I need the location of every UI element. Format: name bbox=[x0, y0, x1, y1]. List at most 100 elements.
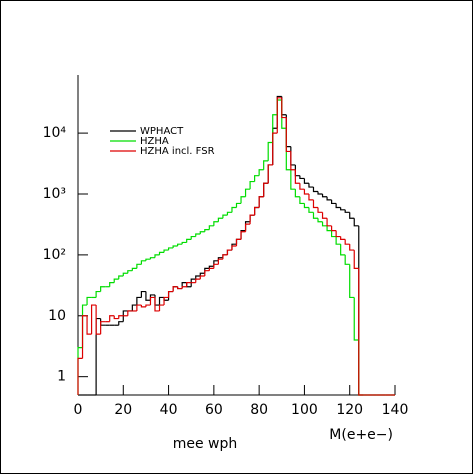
histogram-bin bbox=[344, 254, 350, 265]
histogram-bin bbox=[172, 245, 178, 248]
histogram-bin bbox=[258, 169, 264, 176]
y-tick-label: 1 bbox=[57, 369, 66, 385]
histogram-bin bbox=[308, 183, 314, 188]
histogram-bin bbox=[326, 196, 332, 201]
histogram-bin bbox=[294, 169, 300, 184]
histogram-bin bbox=[254, 175, 260, 182]
histogram-bin bbox=[136, 263, 142, 269]
histogram-bin bbox=[113, 278, 119, 283]
histogram-bin bbox=[140, 290, 146, 298]
histogram-bin bbox=[213, 221, 219, 226]
histogram-bin bbox=[213, 263, 219, 269]
legend-label: WPHACT bbox=[140, 126, 184, 137]
histogram-bin bbox=[131, 304, 137, 311]
histogram-bin bbox=[349, 264, 355, 299]
x-tick-label: 40 bbox=[160, 402, 178, 418]
histogram-bin bbox=[276, 97, 282, 134]
histogram-bin bbox=[317, 191, 323, 195]
legend-label: HZHA incl. FSR bbox=[140, 146, 215, 157]
histogram-bin bbox=[154, 297, 160, 312]
histogram-bin bbox=[122, 272, 128, 277]
histogram-bin bbox=[317, 207, 323, 213]
histogram-bin bbox=[308, 193, 314, 201]
histogram-bin bbox=[195, 278, 201, 283]
histogram-bin bbox=[145, 258, 151, 261]
chart-title: mee wph bbox=[173, 436, 238, 452]
histogram-bin bbox=[290, 151, 296, 171]
histogram-bin bbox=[208, 225, 214, 230]
y-tick-label: 10³ bbox=[43, 186, 66, 202]
histogram-bin bbox=[204, 229, 210, 232]
histogram-bin bbox=[244, 223, 251, 232]
histogram-bin bbox=[190, 278, 196, 287]
histogram-bin bbox=[335, 236, 341, 245]
histogram-bin bbox=[195, 275, 201, 280]
histogram-bin bbox=[100, 321, 106, 335]
histogram-bin bbox=[163, 249, 169, 253]
histogram-bin bbox=[127, 270, 133, 274]
histogram-bin bbox=[263, 160, 269, 170]
histogram-bin bbox=[312, 212, 319, 219]
histogram-bin bbox=[158, 304, 165, 311]
histogram-bin bbox=[222, 254, 228, 260]
x-tick-label: 60 bbox=[205, 402, 223, 418]
histogram-bin bbox=[199, 275, 205, 280]
histogram-bin bbox=[186, 238, 192, 243]
x-tick-label: 20 bbox=[114, 402, 132, 418]
histogram-bin bbox=[331, 199, 337, 205]
histogram-bin bbox=[353, 250, 359, 269]
histogram-bin bbox=[285, 117, 291, 153]
histogram-bin bbox=[167, 290, 174, 298]
histogram-bin bbox=[308, 207, 314, 213]
histogram-bin bbox=[299, 183, 305, 190]
histogram-bin bbox=[331, 225, 337, 232]
histogram-bin bbox=[335, 230, 341, 238]
x-tick-label: 80 bbox=[250, 402, 268, 418]
histogram-bin bbox=[172, 286, 178, 292]
histogram-bin bbox=[95, 290, 101, 298]
histogram-bin bbox=[131, 267, 137, 271]
histogram-bin bbox=[303, 203, 309, 209]
histogram-bin bbox=[353, 297, 359, 341]
x-tick-label: 120 bbox=[336, 402, 363, 418]
histogram-bin bbox=[136, 296, 142, 306]
histogram-bin bbox=[163, 296, 169, 306]
histogram-bin bbox=[140, 260, 146, 265]
histogram-bin bbox=[177, 243, 183, 246]
histogram-bin bbox=[358, 268, 364, 396]
histogram-bin bbox=[181, 241, 187, 245]
histogram-bin bbox=[321, 212, 328, 219]
histogram-bin bbox=[86, 296, 92, 306]
histogram-bin bbox=[299, 196, 305, 205]
histogram-bin bbox=[199, 272, 205, 277]
histogram-bin bbox=[344, 239, 350, 245]
histogram-bin bbox=[118, 275, 124, 280]
histogram-bin bbox=[231, 206, 237, 213]
histogram-bin bbox=[249, 214, 255, 225]
x-tick-label: 0 bbox=[74, 402, 83, 418]
histogram-bin bbox=[312, 187, 319, 193]
histogram-bin bbox=[312, 199, 319, 209]
histogram-bin bbox=[240, 196, 246, 204]
histogram-bin bbox=[321, 193, 328, 198]
histogram-bin bbox=[195, 233, 201, 237]
histogram-bin bbox=[326, 225, 332, 232]
histogram-bin bbox=[290, 169, 296, 190]
histogram-bin bbox=[349, 244, 355, 251]
histogram-bin bbox=[204, 270, 210, 277]
histogram-bin bbox=[77, 357, 83, 395]
histogram-bin bbox=[258, 196, 264, 208]
histogram-bin bbox=[113, 315, 119, 320]
y-tick-label: 10⁴ bbox=[43, 125, 67, 141]
histogram-bin bbox=[331, 230, 337, 238]
histogram-bin bbox=[222, 214, 228, 219]
histogram-bin bbox=[145, 304, 151, 307]
histogram-bin bbox=[303, 189, 309, 195]
histogram-bin bbox=[199, 231, 205, 235]
histogram-bin bbox=[226, 249, 232, 255]
legend-label: HZHA bbox=[140, 136, 169, 147]
histogram-bin bbox=[118, 315, 124, 319]
histogram-bin bbox=[317, 218, 323, 223]
histogram-bin bbox=[145, 291, 151, 301]
